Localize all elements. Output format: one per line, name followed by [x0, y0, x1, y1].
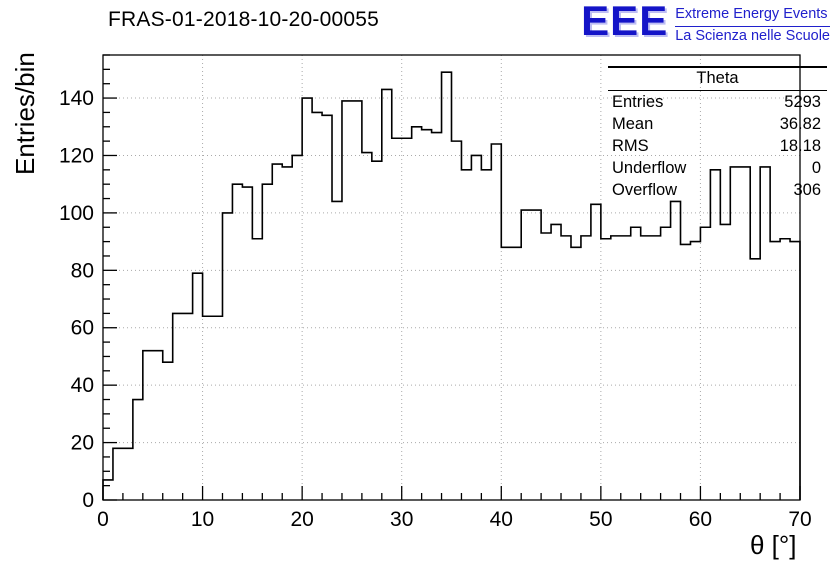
eee-logo-line2: La Scienza nelle Scuole — [675, 27, 830, 44]
y-tick-label: 120 — [59, 144, 94, 167]
y-tick-label: 100 — [59, 202, 94, 225]
x-tick-label: 20 — [290, 508, 313, 531]
histogram-outline — [102, 71, 801, 500]
y-tick-label: 40 — [71, 374, 94, 397]
stats-label: Underflow — [612, 158, 687, 177]
plot-title: FRAS-01-2018-10-20-00055 — [108, 8, 379, 31]
stats-box-title: Theta — [608, 68, 827, 91]
eee-logo-text: EEE — [581, 0, 669, 44]
stats-row-underflow: Underflow 0 — [608, 157, 827, 179]
stats-label: RMS — [612, 136, 649, 155]
y-tick-label: 140 — [59, 87, 94, 110]
y-tick-label: 0 — [82, 489, 94, 512]
y-tick-label: 60 — [71, 317, 94, 340]
x-axis-title: θ [°] — [750, 530, 797, 560]
stats-row-entries: Entries 5293 — [608, 91, 827, 113]
x-tick-label: 30 — [390, 508, 413, 531]
y-axis-title: Entries/bin — [10, 52, 40, 175]
y-tick-label: 20 — [71, 432, 94, 455]
stats-row-overflow: Overflow 306 — [608, 179, 827, 201]
eee-logo: EEE Extreme Energy Events La Scienza nel… — [581, 0, 830, 46]
x-tick-label: 60 — [689, 508, 712, 531]
stats-value: 0 — [811, 158, 821, 177]
x-tick-label: 50 — [589, 508, 612, 531]
x-tick-label: 70 — [788, 508, 811, 531]
stats-value: 306 — [793, 180, 821, 199]
stats-label: Mean — [612, 114, 654, 133]
stats-label: Overflow — [612, 180, 678, 199]
stats-row-rms: RMS 18.18 — [608, 135, 827, 157]
y-tick-label: 80 — [71, 259, 94, 282]
stats-value: 36.82 — [779, 114, 821, 133]
stats-row-mean: Mean 36.82 — [608, 113, 827, 135]
stats-label: Entries — [612, 92, 664, 111]
stats-value: 5293 — [784, 92, 821, 111]
stats-value: 18.18 — [779, 136, 821, 155]
x-tick-label: 0 — [97, 508, 109, 531]
x-tick-label: 40 — [490, 508, 513, 531]
eee-logo-subtitle: Extreme Energy Events La Scienza nelle S… — [675, 3, 830, 46]
x-tick-label: 10 — [191, 508, 214, 531]
eee-logo-line1: Extreme Energy Events — [675, 5, 830, 27]
stats-box: Theta Entries 5293 Mean 36.82 RMS 18.18 … — [608, 66, 827, 201]
